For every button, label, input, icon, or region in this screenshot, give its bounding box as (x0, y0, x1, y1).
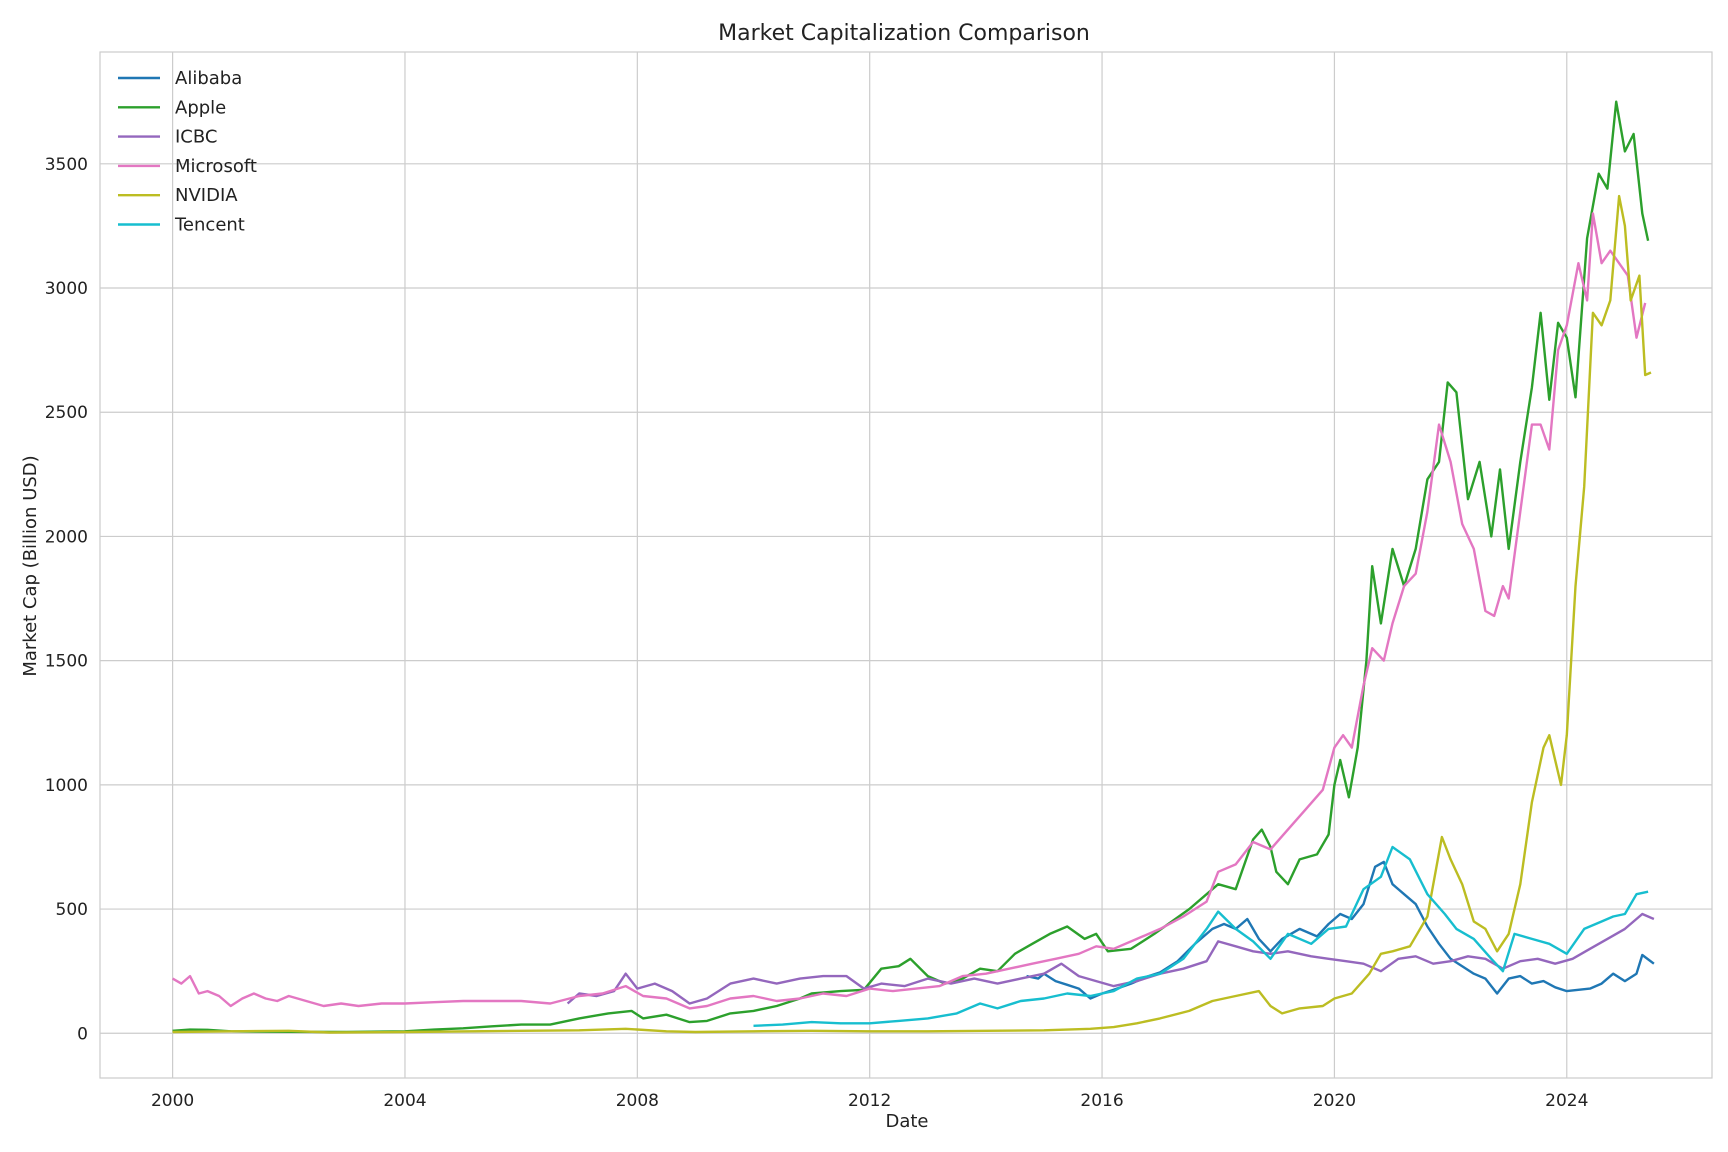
y-tick-label: 2500 (45, 403, 88, 423)
legend-item-apple: Apple (118, 97, 226, 118)
legend-label: Alibaba (175, 68, 242, 89)
y-tick-label: 1000 (45, 776, 88, 796)
legend-item-microsoft: Microsoft (118, 156, 257, 177)
y-tick-label: 500 (56, 900, 88, 920)
y-tick-label: 0 (77, 1024, 88, 1044)
y-axis-ticks: 0 500 1000 1500 2000 2500 3000 3500 (45, 155, 88, 1044)
series-line-apple (172, 100, 1650, 1034)
chart-title: Market Capitalization Comparison (718, 21, 1090, 46)
x-tick-label: 2008 (616, 1091, 659, 1111)
y-axis-label: Market Cap (Billion USD) (20, 455, 41, 676)
x-tick-label: 2000 (151, 1091, 194, 1111)
legend-label: NVIDIA (175, 185, 238, 206)
legend-label: Microsoft (175, 156, 257, 177)
series-layer (172, 100, 1655, 1034)
y-tick-label: 2000 (45, 527, 88, 547)
legend-label: Apple (175, 97, 226, 118)
series-line-microsoft (172, 212, 1647, 1010)
x-tick-label: 2020 (1313, 1091, 1356, 1111)
y-tick-label: 3500 (45, 155, 88, 175)
legend-item-nvidia: NVIDIA (118, 185, 238, 206)
x-tick-label: 2004 (383, 1091, 426, 1111)
x-tick-label: 2024 (1545, 1091, 1588, 1111)
series-line-nvidia (172, 194, 1652, 1034)
legend-label: Tencent (174, 215, 245, 236)
x-axis-label: Date (885, 1111, 928, 1132)
y-tick-label: 1500 (45, 652, 88, 672)
x-tick-label: 2012 (848, 1091, 891, 1111)
legend-item-tencent: Tencent (118, 215, 245, 236)
legend-label: ICBC (175, 127, 217, 148)
plot-area (99, 51, 1713, 1079)
series-line-icbc (566, 912, 1655, 1005)
x-tick-label: 2016 (1080, 1091, 1123, 1111)
x-axis-ticks: 2000 2004 2008 2012 2016 2020 2024 (151, 1091, 1588, 1111)
legend: Alibaba Apple ICBC Microsoft NVIDIA Tencent (118, 68, 257, 236)
legend-item-icbc: ICBC (118, 127, 217, 148)
y-tick-label: 3000 (45, 279, 88, 299)
series-line-tencent (753, 845, 1649, 1027)
legend-item-alibaba: Alibaba (118, 68, 242, 89)
